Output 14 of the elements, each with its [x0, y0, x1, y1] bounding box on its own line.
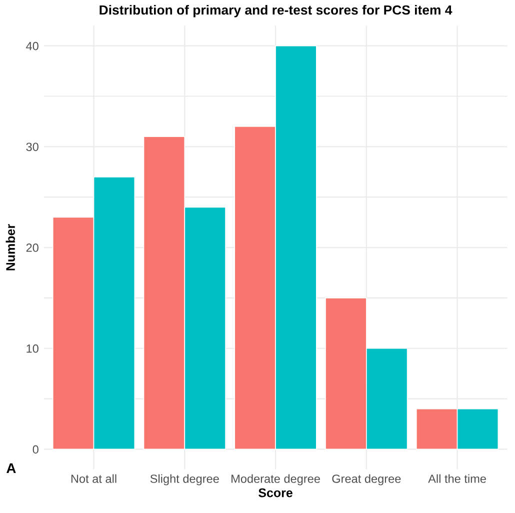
x-tick-label: Slight degree [150, 474, 219, 486]
x-tick-label: Not at all [71, 474, 116, 483]
text: A [6, 463, 16, 473]
x-tick-label: Moderate degree [232, 474, 320, 486]
x-axis-title: Score [258, 488, 292, 498]
y-tick-label: 30 [26, 142, 38, 152]
y-tick-label: 10 [26, 344, 38, 353]
y-axis-title: Number [6, 224, 15, 270]
x-tick-label: All the time [428, 474, 486, 483]
y-tick-label: 20 [26, 244, 38, 252]
y-tick-label: 40 [26, 42, 38, 50]
y-tick-label: 0 [32, 445, 38, 454]
chart-title: Distribution of primary and re-test scores for PCS item 4 [100, 4, 452, 18]
x-tick-label: Great degree [332, 474, 401, 486]
